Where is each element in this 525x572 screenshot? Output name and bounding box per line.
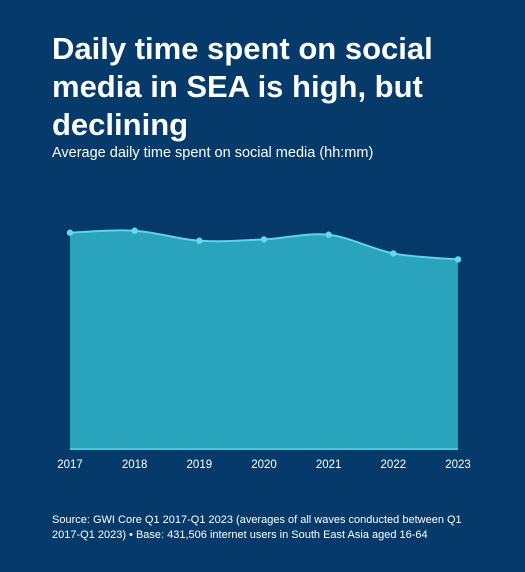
data-point-2019 <box>196 237 203 244</box>
data-points <box>66 227 462 263</box>
data-point-2022 <box>390 250 397 257</box>
x-tick-label-2023: 2023 <box>445 459 471 471</box>
x-tick-label-2019: 2019 <box>187 459 213 471</box>
data-point-2020 <box>260 236 268 243</box>
chart-title: Daily time spent on social media in SEA … <box>52 31 433 142</box>
data-point-2018 <box>131 227 138 234</box>
x-tick-label-2021: 2021 <box>316 459 342 471</box>
data-point-2017 <box>66 229 74 236</box>
x-tick-labels: 2017 2018 2019 2020 2021 2022 2023 <box>57 459 471 471</box>
source-note: Source: GWI Core Q1 2017-Q1 2023 (averag… <box>52 514 462 541</box>
data-point-2023 <box>454 256 462 263</box>
area-fill <box>70 230 458 449</box>
x-tick-label-2022: 2022 <box>381 459 407 471</box>
x-tick-label-2018: 2018 <box>122 459 148 471</box>
x-tick-label-2017: 2017 <box>57 459 83 471</box>
x-tick-label-2020: 2020 <box>251 459 277 471</box>
chart-subtitle: Average daily time spent on social media… <box>52 145 374 161</box>
data-point-2021 <box>325 231 332 238</box>
